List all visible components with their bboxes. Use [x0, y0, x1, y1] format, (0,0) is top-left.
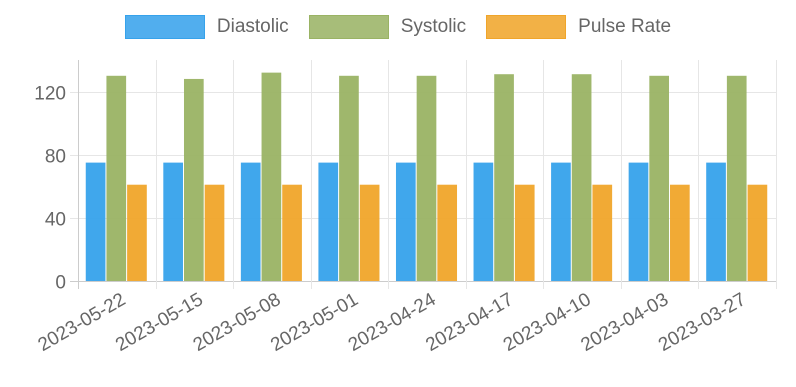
legend-label-systolic: Systolic — [400, 16, 467, 37]
bar-systolic — [339, 75, 359, 282]
x-tick-label: 2023-05-15 — [112, 289, 207, 356]
bar-systolic — [261, 72, 282, 281]
y-tick-label: 120 — [34, 84, 66, 105]
bar-pulse-rate — [282, 184, 302, 281]
x-tick-label: 2023-04-03 — [577, 289, 672, 356]
bar-diastolic — [240, 162, 261, 281]
y-tick-label: 40 — [45, 210, 66, 231]
x-tick-label: 2023-04-17 — [422, 289, 517, 356]
bar-systolic — [494, 74, 514, 281]
bar-systolic — [183, 78, 204, 281]
bar-diastolic — [706, 162, 726, 281]
legend-label-pulse-rate: Pulse Rate — [578, 16, 672, 37]
bar-systolic — [416, 75, 437, 282]
bar-pulse-rate — [592, 184, 613, 281]
bar-diastolic — [395, 162, 416, 281]
legend-item-pulse-rate[interactable]: Pulse Rate — [486, 15, 671, 39]
bar-pulse-rate — [127, 184, 147, 281]
bar-pulse-rate — [204, 184, 225, 281]
bar-diastolic — [318, 162, 339, 281]
legend-swatch-diastolic — [124, 15, 205, 39]
legend: Diastolic Systolic Pulse Rate — [0, 12, 796, 42]
legend-label-diastolic: Diastolic — [216, 16, 289, 37]
x-tick-label: 2023-04-10 — [500, 289, 595, 356]
bar-diastolic — [628, 162, 649, 281]
bar-pulse-rate — [670, 184, 690, 281]
bar-diastolic — [85, 162, 106, 281]
bar-diastolic — [473, 162, 494, 281]
x-tick-label: 2023-05-08 — [190, 289, 285, 356]
x-tick-label: 2023-03-27 — [655, 289, 750, 356]
bar-pulse-rate — [747, 184, 768, 281]
legend-swatch-pulse-rate — [486, 15, 567, 39]
x-tick-label: 2023-05-01 — [267, 289, 362, 356]
bar-systolic — [726, 75, 747, 282]
legend-swatch-systolic — [308, 15, 389, 39]
y-tick-label: 0 — [55, 273, 66, 294]
bar-pulse-rate — [359, 184, 380, 281]
bar-systolic — [106, 75, 127, 282]
legend-item-diastolic[interactable]: Diastolic — [124, 15, 289, 39]
bar-diastolic — [163, 162, 183, 281]
x-tick-label: 2023-05-22 — [35, 289, 130, 356]
y-tick-label: 80 — [45, 147, 66, 168]
legend-item-systolic[interactable]: Systolic — [308, 15, 467, 39]
x-tick-label: 2023-04-24 — [345, 289, 440, 356]
bar-pulse-rate — [437, 184, 458, 281]
bar-pulse-rate — [514, 184, 535, 281]
bar-systolic — [649, 75, 670, 282]
bar-diastolic — [551, 162, 571, 281]
bar-systolic — [571, 74, 592, 281]
